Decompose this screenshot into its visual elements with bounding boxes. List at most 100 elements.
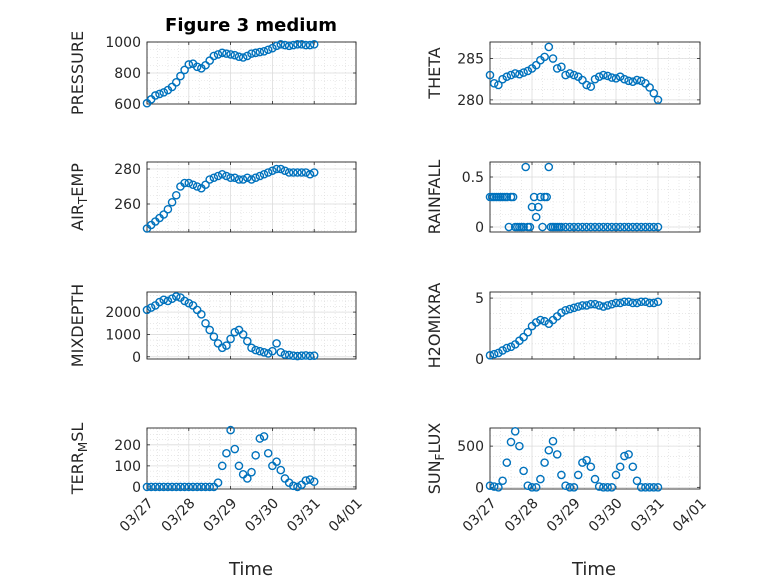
data-point [607, 73, 617, 82]
data-point [146, 482, 156, 492]
data-point [259, 347, 269, 357]
data-point [213, 478, 223, 487]
data-point [603, 71, 612, 81]
data-point [217, 169, 227, 179]
data-point [527, 483, 537, 492]
data-point [180, 482, 189, 492]
data-point [531, 483, 541, 492]
y-tick-label: 0 [475, 480, 484, 496]
x-tick-label: 03/27 [460, 495, 500, 535]
data-point [611, 74, 621, 83]
data-point [209, 51, 219, 61]
data-point [611, 222, 621, 232]
data-point [561, 305, 570, 315]
data-point [155, 297, 164, 307]
data-point [309, 351, 319, 360]
data-point [305, 169, 315, 179]
data-point [548, 54, 558, 63]
data-point [238, 175, 248, 184]
data-point [146, 303, 156, 312]
data-point [527, 202, 537, 212]
x-tick-label: 03/30 [586, 495, 626, 535]
data-point [557, 62, 566, 72]
data-point [506, 342, 516, 352]
data-point [624, 222, 633, 232]
data-point [578, 458, 587, 467]
data-point [569, 222, 579, 232]
data-point [540, 316, 549, 326]
data-point [649, 483, 659, 492]
data-point [163, 296, 173, 306]
data-point [582, 301, 591, 310]
x-tick-label: 03/31 [284, 495, 324, 535]
y-tick-label: 1000 [105, 35, 141, 51]
data-point [184, 178, 194, 188]
data-point [230, 50, 240, 60]
data-point [653, 222, 663, 232]
data-point [142, 305, 152, 315]
data-point [243, 474, 252, 483]
data-point [167, 197, 177, 207]
y-tick-label: 500 [457, 439, 484, 455]
axes-box [146, 161, 357, 233]
data-point [184, 482, 194, 492]
data-point [607, 483, 617, 492]
data-point [155, 482, 164, 492]
data-point [171, 78, 181, 87]
x-tick-label: 03/28 [159, 495, 199, 535]
data-point [538, 222, 547, 232]
data-point [234, 461, 244, 471]
data-point [293, 40, 302, 49]
data-point [188, 180, 198, 190]
data-point [578, 75, 587, 85]
data-point [293, 351, 302, 361]
data-point [502, 192, 512, 202]
data-point [586, 82, 596, 91]
data-point [301, 40, 311, 50]
data-point [176, 71, 185, 81]
data-point [272, 41, 281, 51]
data-point [653, 297, 663, 307]
data-point [159, 88, 169, 97]
data-point [624, 76, 633, 86]
data-point [251, 345, 260, 355]
data-point [502, 343, 512, 353]
data-point [171, 292, 181, 301]
data-point [569, 483, 579, 492]
data-point [632, 298, 642, 308]
plot-area [490, 162, 700, 232]
data-point [636, 297, 646, 307]
data-point [201, 180, 210, 190]
x-axis-label-left: Time [228, 559, 273, 580]
data-point [272, 457, 281, 466]
data-point [485, 70, 495, 80]
data-point [573, 302, 583, 311]
data-point [519, 466, 528, 476]
data-point [594, 222, 604, 232]
data-point [222, 49, 231, 58]
y-tick-label: 0 [475, 220, 484, 236]
data-point [263, 168, 273, 177]
data-point [565, 304, 575, 314]
x-tick-label: 03/28 [502, 495, 542, 535]
y-axis-label: H2OMIXRA [425, 283, 444, 369]
data-point [176, 482, 185, 492]
y-tick-label: 0 [475, 352, 484, 368]
data-point [209, 173, 219, 183]
data-point [515, 69, 524, 79]
data-point [561, 222, 570, 232]
data-point [586, 299, 596, 309]
data-point [552, 64, 562, 73]
data-point [624, 450, 633, 459]
data-point [653, 483, 663, 492]
data-point [578, 301, 587, 310]
axes-box [489, 291, 701, 360]
data-point [268, 346, 277, 356]
data-point [624, 297, 633, 307]
data-point [525, 222, 535, 232]
data-point [205, 175, 214, 184]
data-point [519, 222, 528, 232]
data-point [234, 175, 244, 184]
